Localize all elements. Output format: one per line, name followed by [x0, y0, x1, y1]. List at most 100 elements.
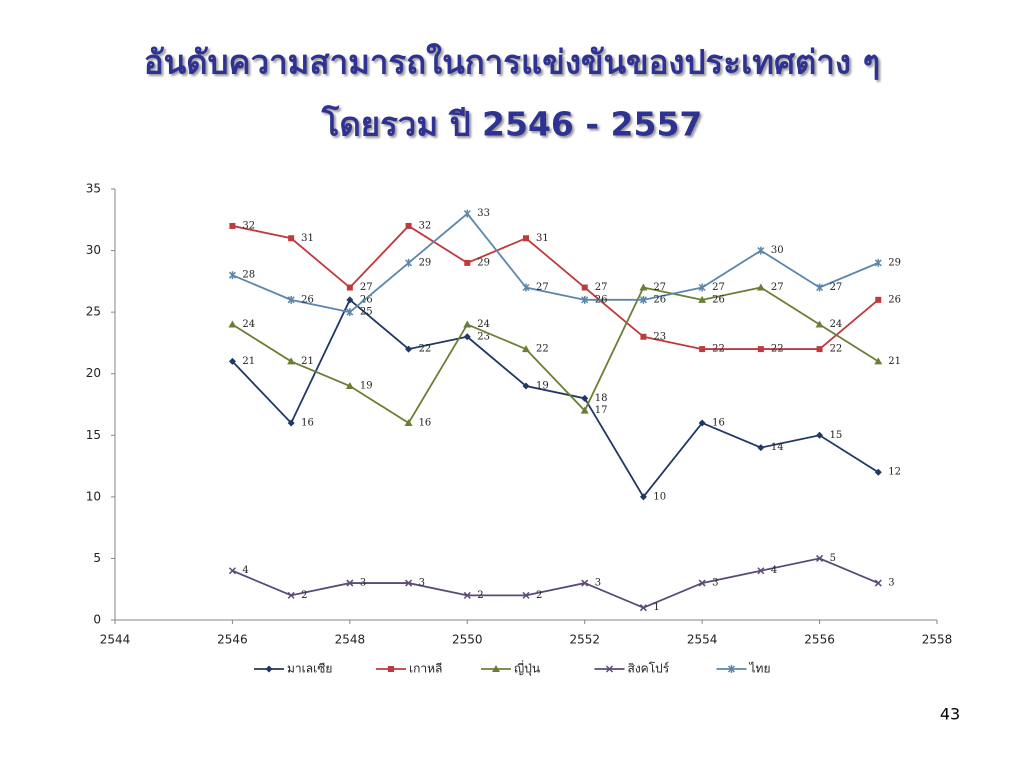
data-label: 21	[888, 356, 901, 367]
marker	[229, 222, 236, 229]
data-label: 22	[536, 344, 549, 355]
marker	[228, 320, 237, 328]
marker	[346, 308, 354, 317]
marker	[346, 579, 354, 587]
data-label: 27	[771, 282, 784, 293]
x-tick-label: 2552	[569, 633, 600, 647]
marker	[463, 591, 471, 599]
marker	[405, 258, 413, 267]
data-label: 33	[477, 208, 490, 219]
marker	[464, 259, 471, 266]
marker	[757, 346, 764, 353]
data-label: 24	[242, 319, 255, 330]
data-label: 22	[712, 344, 725, 355]
marker	[580, 406, 589, 414]
data-label: 17	[595, 405, 608, 416]
marker	[287, 295, 295, 304]
data-label: 21	[242, 356, 255, 367]
x-tick-label: 2548	[335, 633, 366, 647]
marker	[698, 579, 706, 587]
marker	[699, 346, 706, 353]
series-line	[232, 224, 879, 350]
marker	[228, 357, 236, 365]
data-label: 19	[360, 381, 373, 392]
data-label: 21	[301, 356, 314, 367]
marker	[463, 320, 472, 328]
data-label: 25	[360, 307, 373, 318]
marker	[288, 235, 295, 242]
legend-item: มาเลเซีย	[254, 662, 332, 676]
data-label: 27	[712, 282, 725, 293]
marker	[522, 591, 530, 599]
marker	[639, 283, 648, 291]
legend-item: ญี่ปุ่น	[481, 660, 540, 677]
data-label: 26	[360, 294, 373, 305]
marker	[581, 579, 589, 587]
marker	[639, 295, 647, 304]
data-label: 5	[830, 553, 836, 564]
marker	[816, 554, 824, 562]
marker	[287, 419, 295, 427]
data-label: 2	[477, 590, 483, 601]
data-label: 30	[771, 245, 784, 256]
marker	[523, 235, 529, 242]
data-label: 26	[888, 294, 901, 305]
marker	[816, 346, 823, 353]
data-label: 22	[771, 344, 784, 355]
data-label: 27	[360, 282, 373, 293]
data-label: 12	[888, 467, 901, 478]
legend-label: ไทย	[749, 662, 771, 676]
marker	[816, 431, 824, 439]
legend-item: ไทย	[716, 662, 771, 676]
data-label: 23	[653, 331, 666, 342]
data-label: 3	[712, 578, 718, 589]
data-label: 24	[477, 319, 490, 330]
series-line	[232, 557, 879, 609]
marker	[522, 345, 530, 353]
marker	[698, 295, 707, 303]
marker	[522, 382, 530, 390]
data-label: 27	[653, 282, 666, 293]
data-label: 32	[419, 220, 432, 231]
data-label: 4	[771, 565, 777, 576]
marker	[463, 333, 471, 341]
data-label: 26	[595, 294, 608, 305]
marker	[815, 320, 824, 328]
data-label: 23	[477, 331, 490, 342]
y-tick-label: 25	[86, 305, 101, 319]
marker	[698, 283, 706, 292]
marker	[874, 258, 882, 267]
marker	[345, 382, 354, 390]
marker	[757, 567, 765, 575]
legend-label: มาเลเซีย	[287, 662, 332, 676]
marker	[265, 665, 273, 673]
y-tick-label: 30	[86, 243, 101, 257]
y-tick-label: 5	[93, 551, 101, 565]
series-line	[232, 212, 879, 314]
y-tick-label: 35	[86, 182, 101, 196]
data-label: 26	[301, 294, 314, 305]
marker	[816, 283, 824, 292]
data-label: 3	[360, 578, 366, 589]
data-label: 3	[595, 578, 601, 589]
data-label: 2	[301, 590, 307, 601]
marker	[757, 444, 765, 452]
data-label: 22	[419, 344, 432, 355]
data-label: 22	[830, 344, 843, 355]
x-tick-label: 2546	[217, 633, 248, 647]
marker	[874, 579, 882, 587]
marker	[388, 666, 394, 672]
data-label: 27	[595, 282, 608, 293]
marker	[346, 284, 353, 291]
data-label: 3	[888, 578, 894, 589]
chart-subtitle: โดยรวม ปี 2546 - 2557	[321, 105, 703, 144]
marker	[405, 579, 413, 587]
data-label: 16	[301, 417, 314, 428]
marker	[405, 345, 413, 353]
marker	[874, 468, 882, 476]
marker	[757, 246, 765, 255]
data-label: 31	[301, 233, 314, 244]
data-label: 29	[477, 257, 490, 268]
